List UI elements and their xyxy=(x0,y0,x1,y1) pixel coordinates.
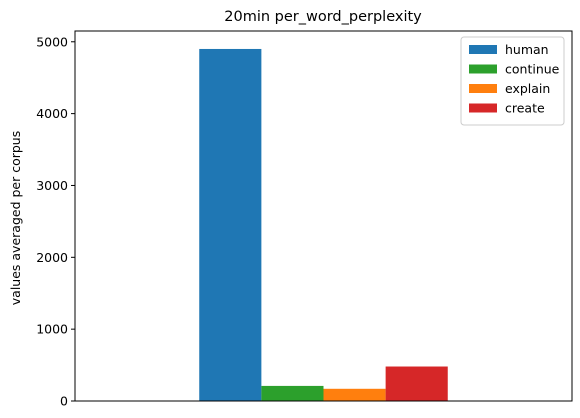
legend: human continue explain create xyxy=(461,37,564,125)
legend-label-explain: explain xyxy=(505,81,550,96)
legend-swatch-human xyxy=(469,45,497,54)
chart-title: 20min per_word_perplexity xyxy=(224,9,422,25)
legend-swatch-continue xyxy=(469,65,497,74)
legend-label-create: create xyxy=(505,101,545,116)
y-tick-label: 5000 xyxy=(36,34,68,49)
y-tick-label: 3000 xyxy=(36,178,68,193)
y-tick-label: 2000 xyxy=(36,250,68,265)
bar-explain xyxy=(324,389,386,401)
legend-label-human: human xyxy=(505,42,549,57)
bar-continue xyxy=(261,386,323,401)
bars-layer xyxy=(199,49,448,401)
y-tick-label: 1000 xyxy=(36,322,68,337)
y-tick-label: 4000 xyxy=(36,106,68,121)
legend-swatch-create xyxy=(469,104,497,113)
legend-swatch-explain xyxy=(469,84,497,93)
bar-human xyxy=(199,49,261,401)
legend-label-continue: continue xyxy=(505,62,560,77)
y-axis-label: values averaged per corpus xyxy=(8,131,23,305)
y-tick-label: 0 xyxy=(60,394,68,409)
bar-create xyxy=(386,367,448,401)
